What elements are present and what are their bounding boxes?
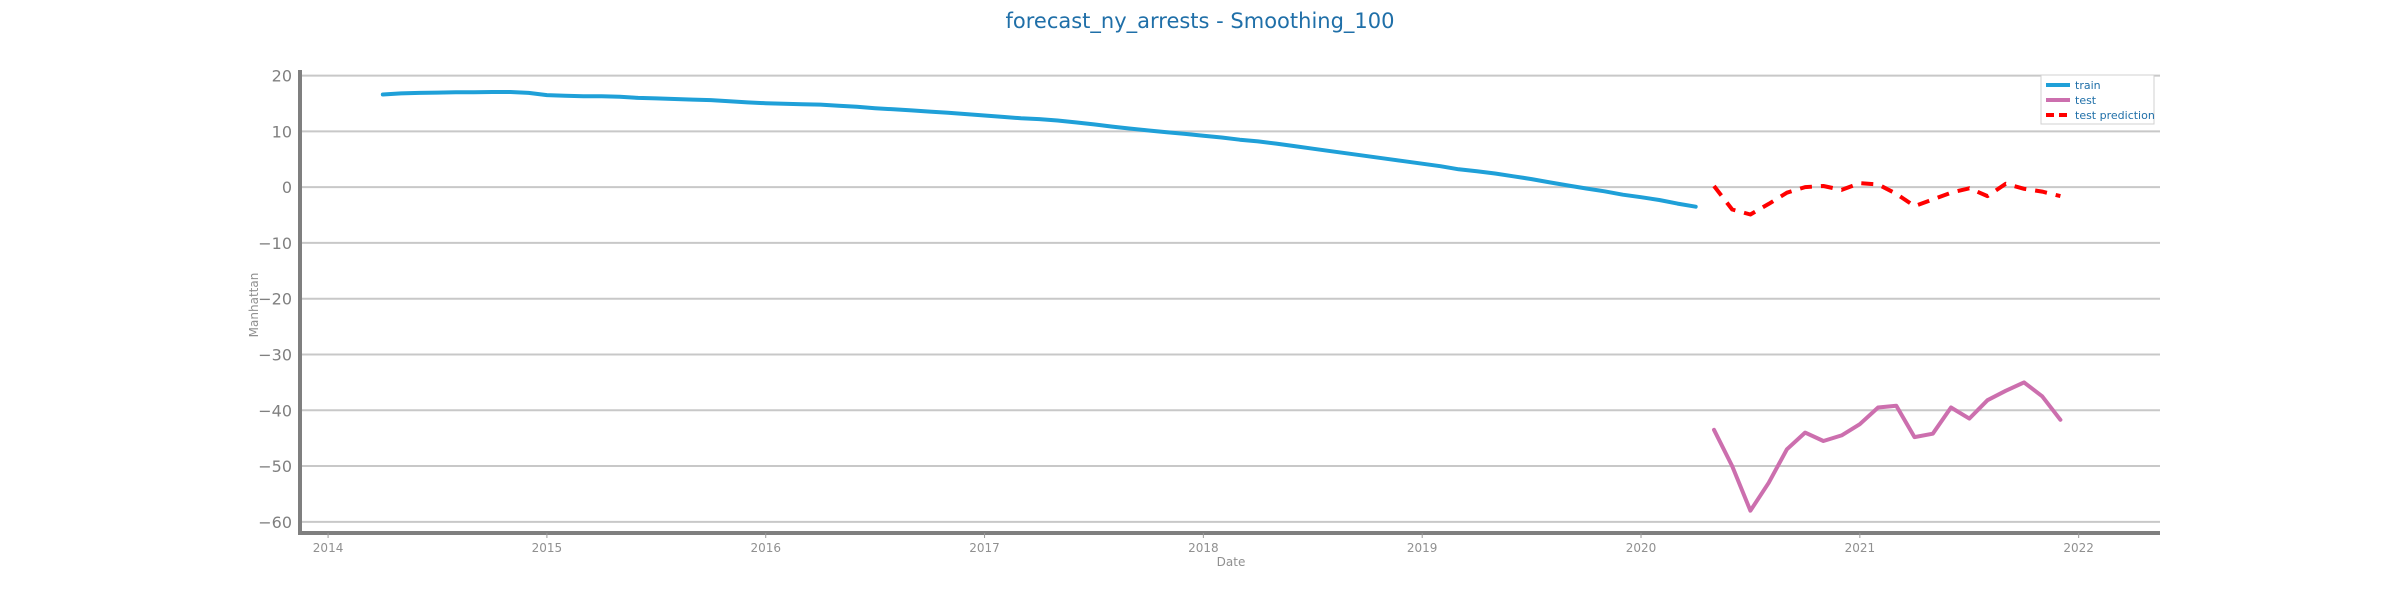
series-lines	[380, 90, 2063, 513]
x-tick-label: 2015	[532, 541, 563, 555]
x-tick-label: 2019	[1407, 541, 1438, 555]
x-axis-label: Date	[1217, 555, 1246, 569]
x-tick-label: 2017	[969, 541, 1000, 555]
x-tick-label: 2018	[1188, 541, 1219, 555]
legend-label: train	[2075, 79, 2101, 92]
y-tick-label: 0	[282, 178, 292, 197]
legend-label: test	[2075, 94, 2097, 107]
x-tick-label: 2021	[1845, 541, 1876, 555]
y-tick-label: −10	[258, 234, 292, 253]
x-tick-label: 2022	[2063, 541, 2094, 555]
x-tick-label: 2014	[313, 541, 344, 555]
x-axis-ticks: 2014 2015 2016 2017 2018 2019 2020 2021 2022	[313, 533, 2094, 555]
y-tick-label: −40	[258, 401, 292, 420]
y-tick-label: −60	[258, 513, 292, 532]
y-tick-label: −50	[258, 457, 292, 476]
axes	[298, 70, 2160, 535]
grid-lines	[300, 74, 2160, 523]
y-tick-label: −30	[258, 345, 292, 364]
series-line-test	[1712, 380, 2063, 513]
chart-title: forecast_ny_arrests - Smoothing_100	[1005, 9, 1394, 34]
y-axis-label: Manhattan	[247, 273, 261, 338]
y-tick-label: 10	[272, 122, 292, 141]
y-tick-label: 20	[272, 67, 292, 86]
x-tick-label: 2020	[1626, 541, 1657, 555]
x-tick-label: 2016	[750, 541, 781, 555]
series-line-train	[380, 90, 1698, 209]
legend: train test test prediction	[2040, 74, 2155, 125]
legend-label: test prediction	[2075, 109, 2155, 122]
y-axis-ticks: 20 10 0 −10 −20 −30 −40 −50 −60	[258, 67, 292, 532]
series-line-test-prediction	[1712, 181, 2061, 217]
y-tick-label: −20	[258, 290, 292, 309]
